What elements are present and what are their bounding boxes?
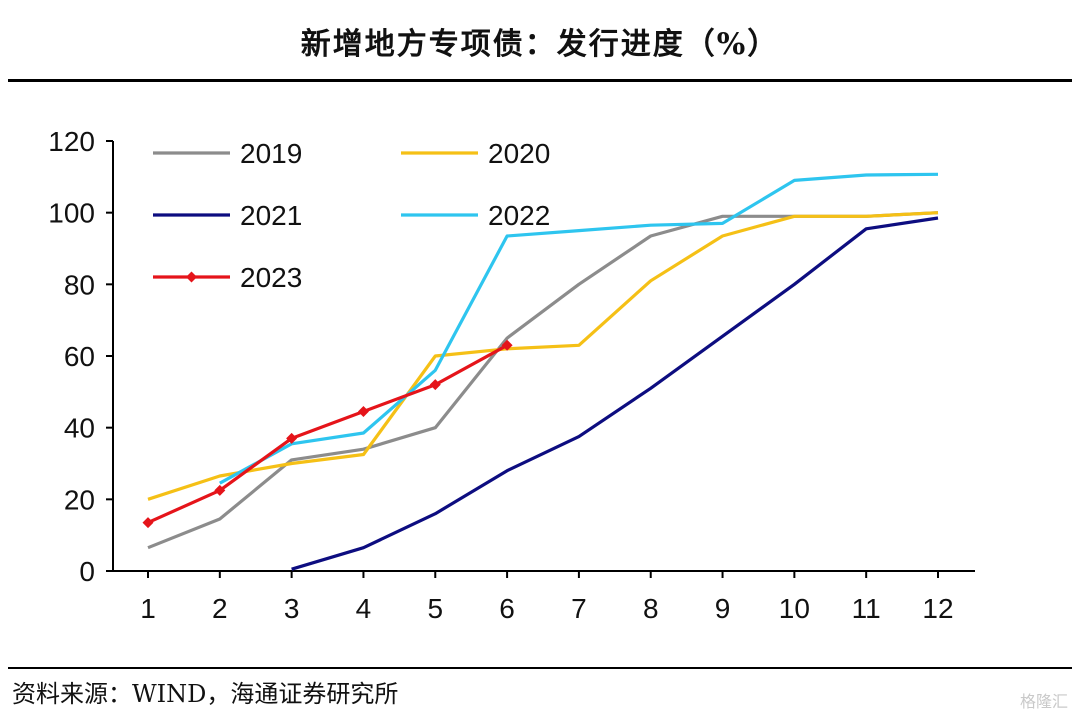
chart-series [142,172,939,571]
x-tick-label: 7 [571,593,587,624]
series-line-2022 [219,172,939,485]
title-divider [8,79,1072,82]
data-point-2023 [214,484,226,496]
series-line-2020 [147,211,939,501]
x-tick-label: 9 [715,593,731,624]
source-note: 资料来源：WIND，海通证券研究所 [12,680,399,708]
chart-legend: 2019 2020 2021 2022 2023 [153,138,550,293]
chart-title: 新增地方专项债：发行进度（%） [300,27,780,62]
data-point-2023 [357,406,369,418]
y-tick-label: 40 [64,413,95,444]
x-tick-label: 5 [427,593,443,624]
y-tick-label: 0 [79,556,95,587]
legend-label-2022: 2022 [488,200,550,231]
x-tick-label: 8 [643,593,659,624]
y-tick-label: 80 [64,269,95,300]
y-tick-label: 100 [48,198,95,229]
legend-label-2021: 2021 [240,200,302,231]
footer-divider [8,667,1072,669]
x-tick-label: 10 [779,593,810,624]
data-point-2023 [429,379,441,391]
legend-marker-2023 [186,271,197,283]
data-point-2023 [286,432,298,444]
x-tick-label: 3 [284,593,300,624]
legend-label-2019: 2019 [240,138,302,169]
x-tick-label: 1 [140,593,156,624]
data-point-2023 [501,339,513,351]
legend-label-2023: 2023 [240,262,302,293]
y-tick-label: 60 [64,341,95,372]
x-tick-label: 2 [212,593,228,624]
x-tick-label: 6 [499,593,515,624]
x-tick-label: 11 [852,593,881,624]
y-tick-label: 120 [48,126,95,157]
legend-label-2020: 2020 [488,138,550,169]
x-tick-label: 12 [922,593,953,624]
series-line-2021 [291,216,939,571]
x-tick-label: 4 [356,593,372,624]
y-tick-label: 20 [64,484,95,515]
data-point-2023 [142,517,154,529]
watermark: 格隆汇 [1019,692,1068,711]
series-line-2023 [147,343,508,525]
